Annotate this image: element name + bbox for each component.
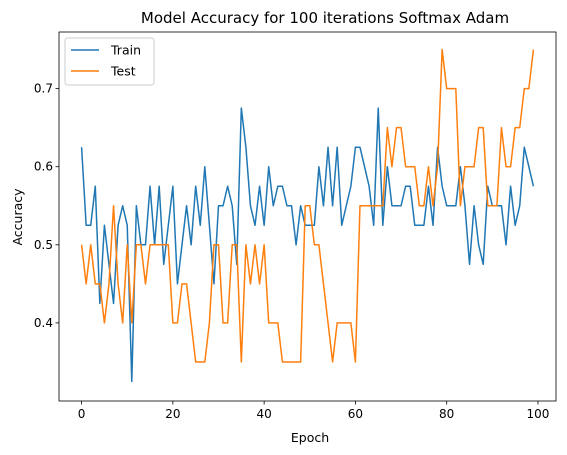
ticks-layer: 0 20 40 60 80 100 0.4 0.5 0.6 0.7 xyxy=(34,82,550,421)
y-tick-label: 0.5 xyxy=(34,238,53,252)
x-tick-label: 60 xyxy=(348,407,363,421)
x-tick-label: 0 xyxy=(78,407,86,421)
series-line-train xyxy=(80,107,535,383)
plot-frame xyxy=(58,31,557,402)
legend: Train Test xyxy=(64,37,155,86)
x-tick-label: 20 xyxy=(165,407,180,421)
y-axis-label: Accuracy xyxy=(10,188,25,246)
legend-label-test: Test xyxy=(110,64,136,79)
plot-area xyxy=(58,31,557,402)
y-tick-label: 0.7 xyxy=(34,82,53,96)
series-layer xyxy=(80,48,535,383)
chart-title: Model Accuracy for 100 iterations Softma… xyxy=(141,9,509,27)
y-tick-label: 0.4 xyxy=(34,316,53,330)
legend-label-train: Train xyxy=(110,43,141,58)
x-tick-label: 40 xyxy=(257,407,272,421)
x-tick-label: 80 xyxy=(439,407,454,421)
x-axis-label: Epoch xyxy=(291,430,329,445)
series-line-test xyxy=(80,48,535,363)
y-tick-label: 0.6 xyxy=(34,160,53,174)
x-tick-label: 100 xyxy=(527,407,550,421)
